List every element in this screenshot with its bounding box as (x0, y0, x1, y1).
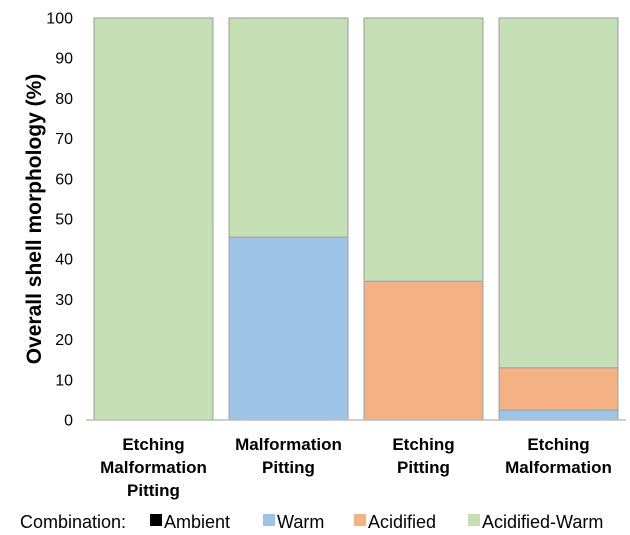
y-axis-ticks: 0 10 20 30 40 50 60 70 80 90 100 (46, 11, 73, 430)
legend-swatch (354, 514, 366, 526)
bar-segment-acidified-warm (498, 17, 619, 369)
y-tick-label: 90 (55, 51, 73, 68)
legend-label: Acidified (368, 512, 436, 532)
y-axis-label: Overall shell morphology (%) (23, 74, 46, 365)
legend-swatch (468, 514, 480, 526)
bars (93, 17, 619, 421)
legend-swatch (150, 514, 162, 526)
y-tick-label: 40 (55, 252, 73, 269)
y-tick-label: 80 (55, 91, 73, 108)
y-tick-label: 60 (55, 171, 73, 188)
legend-swatch (263, 514, 275, 526)
legend-title: Combination: (20, 512, 126, 532)
bar-segment-acidified-warm (363, 17, 484, 282)
legend-label: Acidified-Warm (482, 512, 603, 532)
category-labels: Etching Malformation Pitting Malformation Pi… (100, 435, 612, 500)
legend-label: Warm (277, 512, 324, 532)
y-tick-label: 100 (46, 11, 73, 28)
legend-label: Ambient (164, 512, 230, 532)
y-tick-label: 20 (55, 332, 73, 349)
legend: Combination: Ambient Warm Acidified Acidifi… (20, 512, 603, 532)
bar-segment-warm (498, 409, 619, 421)
bar-segment-acidified (498, 367, 619, 411)
bar-segment-acidified-warm (93, 17, 214, 421)
y-tick-label: 30 (55, 292, 73, 309)
bar-segment-acidified-warm (228, 17, 349, 238)
category-label: Etching Pitting (392, 435, 454, 477)
category-label: Malformation Pitting (235, 435, 342, 477)
bar-segment-warm (228, 236, 349, 421)
y-tick-label: 70 (55, 131, 73, 148)
bar-segment-acidified (363, 280, 484, 421)
y-tick-label: 50 (55, 212, 73, 229)
y-tick-label: 0 (64, 413, 73, 430)
category-label: Etching Malformation Pitting (100, 435, 207, 500)
category-label: Etching Malformation (505, 435, 612, 477)
y-tick-label: 10 (55, 372, 73, 389)
